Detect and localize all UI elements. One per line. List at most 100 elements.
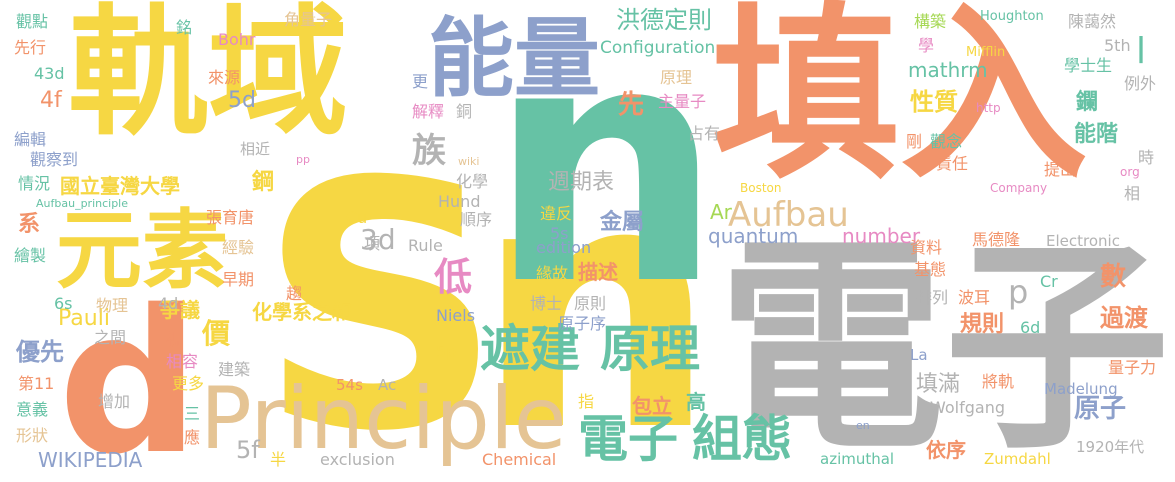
word-electron-large: 電子	[718, 217, 1171, 480]
word-construct: 構築	[914, 12, 947, 31]
word-43d: 43d	[34, 64, 65, 83]
word-org: org	[1120, 165, 1140, 179]
word-n: n	[488, 0, 723, 357]
word-4d: 4d	[158, 294, 179, 313]
word-1920s: 1920年代	[1076, 438, 1145, 456]
word-increase: 增加	[98, 392, 131, 411]
word-in-order: 依序	[926, 438, 966, 462]
word-company: Company	[990, 181, 1048, 195]
word-chemical: Chemical	[482, 450, 557, 469]
word-property: 性質	[910, 88, 958, 116]
word-hund: Hund	[438, 192, 481, 211]
word-physics: 物理	[96, 296, 129, 315]
word-ar: Ar	[710, 200, 732, 224]
word-rule: 規則	[960, 312, 1005, 337]
word-madelung-zh: 馬德隆	[972, 230, 1021, 249]
word-should: 應	[184, 428, 201, 447]
word-wolfgang: Wolfgang	[930, 398, 1006, 417]
word-transition: 過渡	[1100, 304, 1148, 332]
word-item: 項	[364, 234, 381, 253]
word-ground-state: 基態	[914, 260, 947, 279]
word-periodic-table: 週期表	[548, 170, 615, 195]
word-aufbau: Aufbau	[728, 195, 849, 235]
word-azimuthal: azimuthal	[820, 450, 895, 468]
word-concept: 觀念	[930, 132, 963, 151]
word-describe: 描述	[578, 260, 618, 284]
word-3d: 3d	[360, 223, 396, 256]
word-doctor: 博士	[530, 294, 563, 313]
word-three: 三	[184, 404, 201, 423]
word-zhang: 張育唐	[206, 208, 255, 227]
word-inscription: 銘	[176, 18, 193, 37]
word-http: http	[976, 101, 1001, 115]
word-copper-zh: 銅	[456, 102, 473, 121]
word-4f: 4f	[40, 88, 62, 113]
word-54s: 54s	[336, 376, 363, 394]
word-6s: 6s	[54, 294, 73, 313]
word-orbital-gen: 將軌	[982, 372, 1015, 391]
word-student: 學士生	[1064, 56, 1113, 75]
word-pauli-zh: 包立	[632, 394, 672, 418]
word-angular-quantum: 角量子	[284, 10, 333, 29]
word-rigid: 剛	[906, 132, 923, 151]
word-boston: Boston	[740, 181, 782, 195]
word-bohr: Bohr	[218, 30, 256, 49]
word-madelung: Madelung	[1044, 380, 1118, 398]
word-en: en	[856, 419, 870, 432]
word-11th: 第11	[18, 374, 55, 393]
word-electronic: Electronic	[1046, 232, 1120, 250]
word-ntu: 國立臺灣大學	[60, 174, 180, 198]
word-viewpoint: 觀點	[16, 12, 49, 31]
word-wikipedia: WIKIPEDIA	[38, 448, 143, 472]
word-similar: 相近	[240, 140, 271, 158]
word-high: 高	[686, 390, 706, 414]
word-shape: 形狀	[16, 426, 49, 445]
word-chemistry: 化學	[456, 172, 489, 191]
word-order: 順序	[460, 210, 493, 229]
word-5th: 5th	[1104, 36, 1131, 55]
word-propose: 提出	[1044, 160, 1077, 179]
word-configuration: Configuration	[600, 38, 716, 58]
word-principle-zh: 原理	[600, 320, 700, 378]
word-wiki: wiki	[458, 155, 480, 168]
word-metal: 金屬	[600, 210, 645, 235]
word-energy-level: 能階	[1074, 122, 1119, 147]
word-cu: Cu	[346, 208, 368, 227]
word-houghton: Houghton	[980, 9, 1044, 24]
word-principle: Principle	[200, 369, 567, 469]
word-steel: 鋼	[252, 170, 275, 195]
word-pauli: Pauli	[58, 306, 110, 331]
word-p: p	[1008, 273, 1029, 311]
word-occupy: 占有	[688, 124, 721, 143]
word-experience: 經驗	[222, 238, 255, 257]
word-draw: 繪製	[14, 246, 47, 265]
word-rule-en: Rule	[408, 236, 443, 255]
word-precede: 先行	[14, 38, 47, 57]
word-bohr-zh: 波耳	[958, 288, 991, 307]
word-responsibility: 責任	[936, 154, 969, 173]
word-group: 族	[412, 131, 446, 171]
word-principal-quantum: 主量子	[658, 92, 707, 111]
word-quantum-mech: 量子力	[1108, 358, 1157, 377]
word-5s: 5s	[550, 224, 569, 243]
word-5p: 5p	[436, 342, 457, 361]
word-edition: edition	[536, 238, 592, 257]
word-compatible: 相容	[166, 352, 199, 371]
word-orbital: 軌域	[68, 0, 349, 155]
word-ac: Ac	[378, 376, 397, 394]
word-half: 半	[270, 450, 287, 469]
word-electron-small: 電子	[578, 410, 678, 468]
word-cr: Cr	[1040, 272, 1058, 291]
word-more: 更	[412, 72, 429, 91]
word-quantum: quantum	[708, 224, 799, 248]
word-point: 指	[578, 392, 595, 411]
word-time: 時	[1138, 148, 1155, 167]
word-chen: 陳藹然	[1068, 12, 1117, 31]
word-element: 元素	[56, 201, 228, 301]
word-meaning: 意義	[16, 400, 49, 419]
word-reason: 緣故	[536, 264, 569, 283]
word-zumdahl: Zumdahl	[984, 450, 1051, 468]
word-violate: 違反	[540, 204, 573, 223]
word-edit: 編輯	[14, 130, 47, 149]
